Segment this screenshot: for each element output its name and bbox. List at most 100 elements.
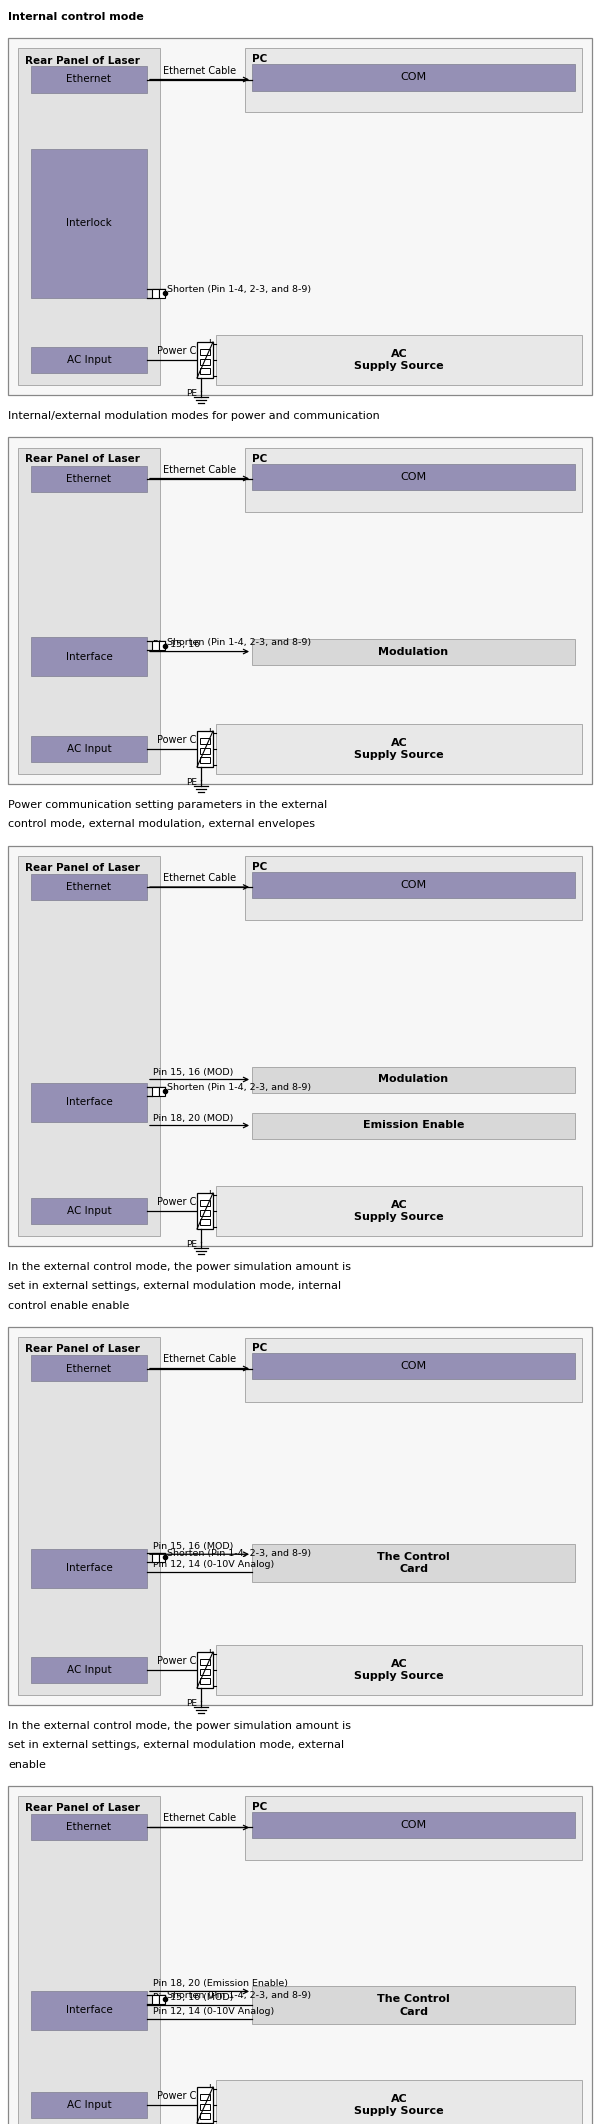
- Text: L: L: [208, 1682, 213, 1691]
- Bar: [18, 856, 160, 1236]
- Bar: [31, 1083, 147, 1121]
- Text: COM: COM: [400, 879, 427, 890]
- Bar: [216, 1185, 582, 1236]
- Text: Pin 18, 20 (Emission Enable): Pin 18, 20 (Emission Enable): [153, 1980, 288, 1988]
- Bar: [200, 737, 210, 743]
- Bar: [252, 873, 575, 898]
- Text: Pin 15, 16: Pin 15, 16: [153, 639, 200, 648]
- Bar: [18, 49, 160, 384]
- Text: Power Cord: Power Cord: [157, 1657, 212, 1665]
- Bar: [18, 448, 160, 773]
- Bar: [252, 1544, 575, 1582]
- Text: Ethernet: Ethernet: [67, 1364, 112, 1374]
- Text: PC: PC: [252, 55, 267, 64]
- Text: Power Cord: Power Cord: [157, 346, 212, 357]
- Text: L: L: [208, 2084, 213, 2094]
- Text: Rear Panel of Laser: Rear Panel of Laser: [25, 1803, 140, 1814]
- Bar: [197, 1652, 213, 1689]
- Text: Ethernet Cable: Ethernet Cable: [163, 873, 236, 884]
- Text: Rear Panel of Laser: Rear Panel of Laser: [25, 55, 140, 66]
- Text: AC
Supply Source: AC Supply Source: [354, 1659, 444, 1682]
- Text: COM: COM: [400, 72, 427, 83]
- Text: AC Input: AC Input: [67, 1665, 112, 1676]
- Bar: [31, 1355, 147, 1381]
- Text: Rear Panel of Laser: Rear Panel of Laser: [25, 1344, 140, 1355]
- Bar: [31, 873, 147, 901]
- Text: Emission Enable: Emission Enable: [363, 1121, 464, 1130]
- Text: Shorten (Pin 1-4, 2-3, and 8-9): Shorten (Pin 1-4, 2-3, and 8-9): [167, 1548, 311, 1559]
- Bar: [200, 367, 210, 374]
- Text: Power Cord: Power Cord: [157, 2090, 212, 2101]
- Text: Shorten (Pin 1-4, 2-3, and 8-9): Shorten (Pin 1-4, 2-3, and 8-9): [167, 637, 311, 646]
- Text: L: L: [208, 340, 213, 348]
- Bar: [252, 1812, 575, 1839]
- Bar: [31, 2092, 147, 2118]
- Bar: [200, 359, 210, 365]
- Text: In the external control mode, the power simulation amount is: In the external control mode, the power …: [8, 1720, 351, 1731]
- Text: Interface: Interface: [65, 1563, 112, 1574]
- Bar: [8, 1786, 592, 2124]
- Text: In the external control mode, the power simulation amount is: In the external control mode, the power …: [8, 1262, 351, 1272]
- Text: L: L: [208, 1206, 213, 1215]
- Text: Interface: Interface: [65, 2005, 112, 2016]
- Text: control enable enable: control enable enable: [8, 1302, 130, 1311]
- Bar: [200, 758, 210, 763]
- Text: PC: PC: [252, 1803, 267, 1812]
- Bar: [245, 856, 582, 920]
- Bar: [200, 748, 210, 754]
- Text: Interlock: Interlock: [66, 219, 112, 229]
- Text: Ethernet: Ethernet: [67, 474, 112, 484]
- Text: Rear Panel of Laser: Rear Panel of Laser: [25, 455, 140, 465]
- Bar: [152, 289, 158, 297]
- Text: Pin 12, 14 (0-10V Analog): Pin 12, 14 (0-10V Analog): [153, 1561, 274, 1570]
- Text: Pin 15, 16 (MOD): Pin 15, 16 (MOD): [153, 1994, 233, 2003]
- Text: PC: PC: [252, 1344, 267, 1353]
- Bar: [216, 724, 582, 773]
- Bar: [152, 1994, 158, 2003]
- Text: L: L: [208, 2101, 213, 2109]
- Text: Ethernet: Ethernet: [67, 1822, 112, 1833]
- Bar: [200, 1219, 210, 1226]
- Text: set in external settings, external modulation mode, internal: set in external settings, external modul…: [8, 1281, 341, 1291]
- Bar: [245, 1797, 582, 1861]
- Text: Interface: Interface: [65, 652, 112, 661]
- Bar: [152, 1087, 158, 1096]
- Text: Ethernet Cable: Ethernet Cable: [163, 1814, 236, 1825]
- Bar: [197, 342, 213, 378]
- Bar: [8, 1328, 592, 1706]
- Text: Ethernet Cable: Ethernet Cable: [163, 1355, 236, 1364]
- Bar: [197, 2088, 213, 2124]
- Text: AC
Supply Source: AC Supply Source: [354, 737, 444, 760]
- Bar: [197, 731, 213, 767]
- Bar: [152, 641, 158, 650]
- Text: AC Input: AC Input: [67, 743, 112, 754]
- Text: Power Cord: Power Cord: [157, 1198, 212, 1206]
- Bar: [252, 1353, 575, 1378]
- Text: PE: PE: [186, 1699, 197, 1708]
- Bar: [18, 1797, 160, 2124]
- Bar: [200, 2103, 210, 2109]
- Bar: [200, 2113, 210, 2120]
- Text: PE: PE: [186, 389, 197, 397]
- Text: AC
Supply Source: AC Supply Source: [354, 2094, 444, 2116]
- Bar: [18, 1338, 160, 1695]
- Text: Ethernet Cable: Ethernet Cable: [163, 465, 236, 474]
- Text: L: L: [208, 2116, 213, 2124]
- Text: L: L: [208, 1650, 213, 1659]
- Text: Internal control mode: Internal control mode: [8, 13, 144, 21]
- Bar: [31, 1990, 147, 2031]
- Bar: [31, 637, 147, 675]
- Bar: [31, 346, 147, 374]
- Text: L: L: [208, 746, 213, 754]
- Text: PE: PE: [186, 1240, 197, 1249]
- Bar: [216, 2079, 582, 2124]
- Text: Ethernet: Ethernet: [67, 881, 112, 892]
- Text: L: L: [208, 1665, 213, 1674]
- Bar: [200, 1659, 210, 1665]
- Bar: [31, 737, 147, 763]
- Bar: [245, 49, 582, 113]
- Bar: [200, 1669, 210, 1674]
- Bar: [200, 1678, 210, 1684]
- Bar: [8, 38, 592, 395]
- Bar: [152, 1553, 158, 1561]
